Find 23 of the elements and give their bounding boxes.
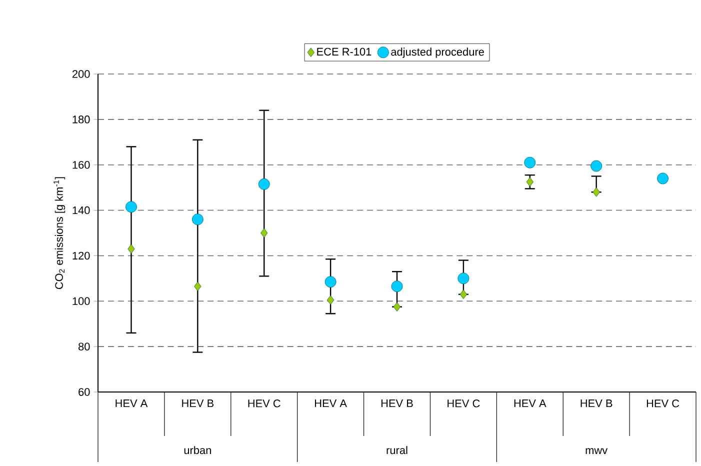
text: rural: [386, 446, 408, 454]
x-tick-label: HEV C: [646, 400, 680, 408]
y-tick-label: 180: [72, 116, 90, 124]
y-axis-title: CO$_{2}$ emissions [g km$^{-1}$]: [54, 177, 66, 290]
text: urban: [184, 446, 211, 454]
y-tick-label: 60: [78, 388, 90, 396]
y-tick-label: 80: [78, 342, 90, 350]
legend-label: adjusted procedure: [391, 48, 484, 58]
x-tick-label: HEV C: [248, 400, 280, 408]
x-tick-label: HEV A: [116, 400, 148, 408]
x-tick-label: HEV A: [514, 400, 546, 408]
y-tick-label: 140: [72, 206, 90, 214]
x-tick-label: HEV B: [580, 400, 612, 408]
x-tick-label: HEV C: [448, 400, 480, 408]
x-tick-label: HEV A: [315, 400, 347, 408]
text: mwv: [586, 448, 608, 454]
y-tick-label: 200: [72, 70, 90, 78]
y-tick-label: 120: [72, 252, 90, 260]
legend-label: ECE R-101: [317, 48, 372, 56]
x-tick-label: HEV B: [182, 400, 214, 408]
y-tick-label: 160: [72, 160, 90, 169]
y-tick-label: 100: [72, 297, 90, 306]
x-tick-label: HEV B: [381, 400, 413, 408]
